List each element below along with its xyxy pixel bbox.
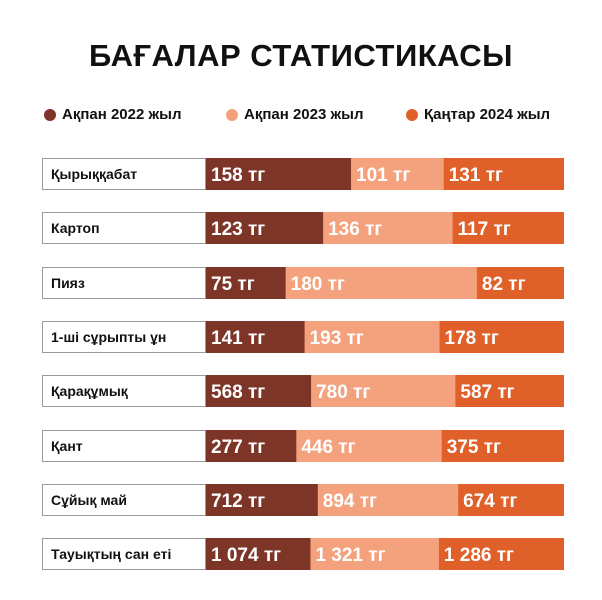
category-box xyxy=(42,375,206,407)
bar-segment xyxy=(206,212,324,244)
category-box xyxy=(42,212,206,244)
data-label: 178 тг xyxy=(445,328,499,349)
chart-row-3: 1-ші сұрыпты ұн 141 тг 193 тг 178 тг xyxy=(42,321,564,353)
category-box xyxy=(42,484,206,516)
bar-segment xyxy=(206,158,352,190)
legend-label-2024: Қаңтар 2024 жыл xyxy=(424,106,551,123)
data-label: 82 тг xyxy=(482,274,526,295)
bar-segment xyxy=(438,538,564,570)
category-label: Картоп xyxy=(51,220,100,236)
data-label: 568 тг xyxy=(211,382,265,403)
bar-segment xyxy=(310,538,440,570)
category-label: Тауықтың сан еті xyxy=(51,546,171,562)
data-label: 375 тг xyxy=(447,437,501,458)
legend-item-2022: Ақпан 2022 жыл xyxy=(44,106,181,123)
category-label: Қарақұмық xyxy=(51,383,128,399)
legend-item-2023: Ақпан 2023 жыл xyxy=(226,106,363,123)
data-label: 101 тг xyxy=(356,165,410,186)
bar-segment xyxy=(458,484,564,516)
data-label: 587 тг xyxy=(460,382,514,403)
category-label: Қырыққабат xyxy=(51,166,137,182)
legend-item-2024: Қаңтар 2024 жыл xyxy=(406,106,550,123)
data-label: 117 тг xyxy=(458,219,511,240)
data-label: 712 тг xyxy=(211,491,265,512)
chart-row-4: Қарақұмық 568 тг 780 тг 587 тг xyxy=(42,375,564,407)
data-label: 894 тг xyxy=(323,491,377,512)
data-label: 780 тг xyxy=(316,382,370,403)
legend-label-2022: Ақпан 2022 жыл xyxy=(62,106,182,123)
data-label: 277 тг xyxy=(211,437,265,458)
legend-swatch-2023 xyxy=(226,108,238,121)
legend-swatch-2022 xyxy=(44,108,56,121)
data-label: 1 286 тг xyxy=(444,545,514,566)
category-label: Пияз xyxy=(51,275,85,291)
bar-segment xyxy=(455,375,564,407)
bar-segment xyxy=(285,267,478,299)
category-label: Сұйық май xyxy=(51,492,127,508)
bar-segment xyxy=(452,212,564,244)
bar-segment xyxy=(317,484,459,516)
data-label: 193 тг xyxy=(310,328,364,349)
bar-segment xyxy=(323,212,454,244)
bar-segment xyxy=(443,158,564,190)
category-box xyxy=(42,538,206,570)
chart-row-0: Қырыққабат 158 тг 101 тг 131 тг xyxy=(42,158,564,190)
bar-segment xyxy=(439,321,564,353)
data-label: 180 тг xyxy=(291,274,345,295)
bar-segment xyxy=(206,321,306,353)
legend: Ақпан 2022 жыл Ақпан 2023 жыл Қаңтар 202… xyxy=(0,106,602,126)
bar-segment xyxy=(296,430,443,462)
data-label: 1 321 тг xyxy=(315,545,385,566)
data-label: 158 тг xyxy=(211,165,265,186)
bar-segment xyxy=(206,484,319,516)
category-box xyxy=(42,267,206,299)
chart-row-7: Тауықтың сан еті 1 074 тг 1 321 тг 1 286 тг xyxy=(42,538,564,570)
bar-segment xyxy=(311,375,456,407)
legend-swatch-2024 xyxy=(406,108,418,121)
data-label: 75 тг xyxy=(211,274,255,295)
data-label: 674 тг xyxy=(463,491,517,512)
data-label: 136 тг xyxy=(328,219,382,240)
data-label: 141 тг xyxy=(211,328,265,349)
bar-segment xyxy=(206,375,312,407)
bar-segment xyxy=(304,321,441,353)
category-label: 1-ші сұрыпты ұн xyxy=(51,329,166,345)
data-label: 1 074 тг xyxy=(211,545,281,566)
bar-segment xyxy=(476,267,564,299)
bar-segment xyxy=(441,430,564,462)
chart-row-2: Пияз 75 тг 180 тг 82 тг xyxy=(42,267,564,299)
chart-row-6: Сұйық май 712 тг 894 тг 674 тг xyxy=(42,484,564,516)
category-box xyxy=(42,321,206,353)
bar-segment xyxy=(206,538,311,570)
chart-row-5: Қант 277 тг 446 тг 375 тг xyxy=(42,430,564,462)
chart-row-1: Картоп 123 тг 136 тг 117 тг xyxy=(42,212,564,244)
bar-segment xyxy=(206,267,287,299)
data-label: 123 тг xyxy=(211,219,265,240)
category-box xyxy=(42,430,206,462)
chart-title: БАҒАЛАР СТАТИСТИКАСЫ xyxy=(88,38,514,73)
bar-segment xyxy=(206,430,297,462)
data-label: 131 тг xyxy=(449,165,503,186)
bar-segment xyxy=(351,158,445,190)
data-label: 446 тг xyxy=(301,437,355,458)
category-box xyxy=(42,158,206,190)
legend-label-2023: Ақпан 2023 жыл xyxy=(244,106,364,123)
category-label: Қант xyxy=(51,438,83,454)
